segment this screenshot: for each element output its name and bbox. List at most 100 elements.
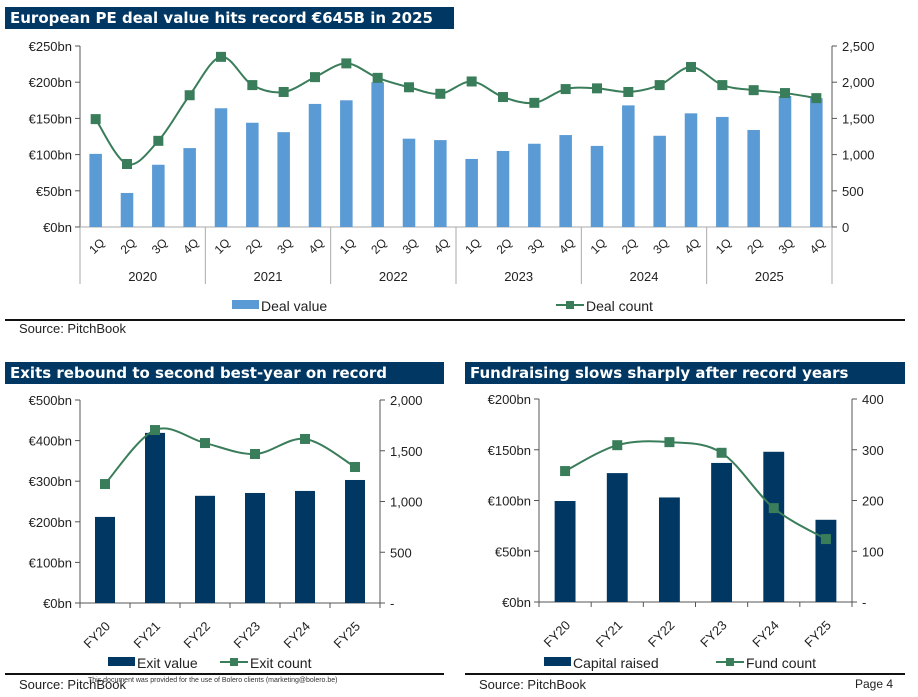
bar-deal-value <box>434 140 447 227</box>
bar-deal-value <box>496 150 510 227</box>
x-axis-label: FY22 <box>645 618 678 651</box>
legend-line-label: Exit count <box>250 655 312 671</box>
x-axis-label: FY21 <box>131 619 164 652</box>
bar-capital-raised <box>606 473 628 602</box>
legend-marker-swatch <box>726 658 734 666</box>
x-axis-label: FY24 <box>281 619 314 652</box>
x-axis-label: 3Q <box>776 236 797 257</box>
marker-deal-count <box>90 114 101 125</box>
marker-fund-count <box>716 447 727 458</box>
x-axis-label: 2Q <box>368 236 389 257</box>
bar-exit-value <box>145 432 165 603</box>
bar-deal-value <box>590 145 604 227</box>
legend-marker-swatch <box>230 658 238 666</box>
bar-exit-value <box>95 516 115 603</box>
x-axis-label: FY25 <box>331 619 364 652</box>
chart1-bottom-rule <box>5 319 905 321</box>
chart-deals: €0bn €50bn €100bn €150bn €200bn €250bn 0 500 1,0… <box>29 39 875 314</box>
chart3-source: Source: PitchBook <box>479 677 586 692</box>
marker-deal-count <box>341 58 352 69</box>
x-axis-label: FY20 <box>541 618 574 651</box>
marker-exit-count <box>250 448 260 459</box>
x-axis-label: FY21 <box>593 618 626 651</box>
left-axis-label: €100bn <box>488 494 531 509</box>
bar-deal-value <box>747 129 760 227</box>
bar-deal-value <box>402 138 416 227</box>
right-axis-label: 500 <box>390 545 412 560</box>
bar-deal-value <box>653 135 666 227</box>
marker-fund-count <box>768 503 779 514</box>
bar-deal-value <box>716 116 729 227</box>
right-axis-label: 1,500 <box>842 111 875 126</box>
marker-deal-count <box>278 86 289 97</box>
x-axis-group-label: 2024 <box>630 269 659 284</box>
legend-bar-swatch <box>232 300 259 309</box>
marker-exit-count <box>200 438 210 449</box>
x-axis-label: FY25 <box>801 618 834 651</box>
marker-deal-count <box>811 93 822 104</box>
x-axis-label: 1Q <box>86 236 107 257</box>
marker-deal-count <box>748 85 759 96</box>
left-axis-label: €0bn <box>43 596 72 611</box>
marker-exit-count <box>350 461 360 472</box>
x-axis-label: 1Q <box>212 236 233 257</box>
legend-bar-label: Deal value <box>261 298 327 314</box>
legend-bar-label: Exit value <box>137 655 198 671</box>
x-axis-group-label: 2025 <box>755 269 784 284</box>
marker-fund-count <box>560 466 571 477</box>
x-axis-label: 2Q <box>494 236 515 257</box>
marker-deal-count <box>466 76 477 87</box>
marker-fund-count <box>820 534 831 545</box>
x-axis-label: 3Q <box>149 236 170 257</box>
legend-line-label: Deal count <box>586 298 653 314</box>
marker-deal-count <box>247 80 258 91</box>
bar-capital-raised <box>763 451 785 602</box>
left-axis-label: €0bn <box>502 595 531 610</box>
chart2-bottom-rule <box>5 673 444 675</box>
bar-deal-value <box>622 105 635 227</box>
x-axis-label: 4Q <box>306 236 327 257</box>
x-axis-label: 3Q <box>274 236 295 257</box>
bar-deal-value <box>277 132 290 227</box>
line-fund-count <box>564 440 827 540</box>
legend-marker-swatch <box>566 301 574 309</box>
bar-deal-value <box>183 148 196 227</box>
bar-deal-value <box>308 103 322 227</box>
x-axis-label: 2Q <box>619 236 640 257</box>
x-axis-label: FY23 <box>697 618 730 651</box>
marker-deal-count <box>122 159 132 170</box>
left-axis-label: €100bn <box>29 148 72 163</box>
line-exit-count <box>104 427 356 485</box>
x-axis-label: 4Q <box>431 236 452 257</box>
left-axis-label: €50bn <box>495 544 531 559</box>
bar-deal-value <box>120 192 134 227</box>
chart1-title: European PE deal value hits record €645B… <box>5 7 454 29</box>
right-axis-label: 400 <box>862 392 884 407</box>
bar-deal-value <box>89 153 102 227</box>
left-axis-label: €200bn <box>488 392 531 407</box>
disclaimer-note: This document was provided for the use o… <box>88 677 338 684</box>
marker-deal-count <box>717 80 728 91</box>
chart2-source: Source: PitchBook <box>19 677 126 692</box>
right-axis-label: 2,500 <box>842 39 875 54</box>
marker-deal-count <box>623 86 634 97</box>
line-deal-count <box>94 55 817 166</box>
chart1-source: Source: PitchBook <box>19 321 126 336</box>
bar-capital-raised <box>815 519 837 602</box>
page-number: Page 4 <box>855 677 894 691</box>
x-axis-label: 1Q <box>337 236 358 257</box>
marker-deal-count <box>310 72 320 83</box>
bar-capital-raised <box>658 497 680 602</box>
marker-deal-count <box>686 61 696 72</box>
marker-deal-count <box>498 92 508 103</box>
chart3-bottom-rule <box>465 673 905 675</box>
marker-fund-count <box>664 437 675 448</box>
marker-fund-count <box>612 440 623 451</box>
right-axis-label: 2,000 <box>390 393 423 408</box>
x-axis-label: 3Q <box>525 236 546 257</box>
right-axis-label: - <box>390 596 394 611</box>
bar-deal-value <box>778 95 792 228</box>
bar-deal-value <box>246 122 259 227</box>
bar-deal-value <box>810 98 823 228</box>
